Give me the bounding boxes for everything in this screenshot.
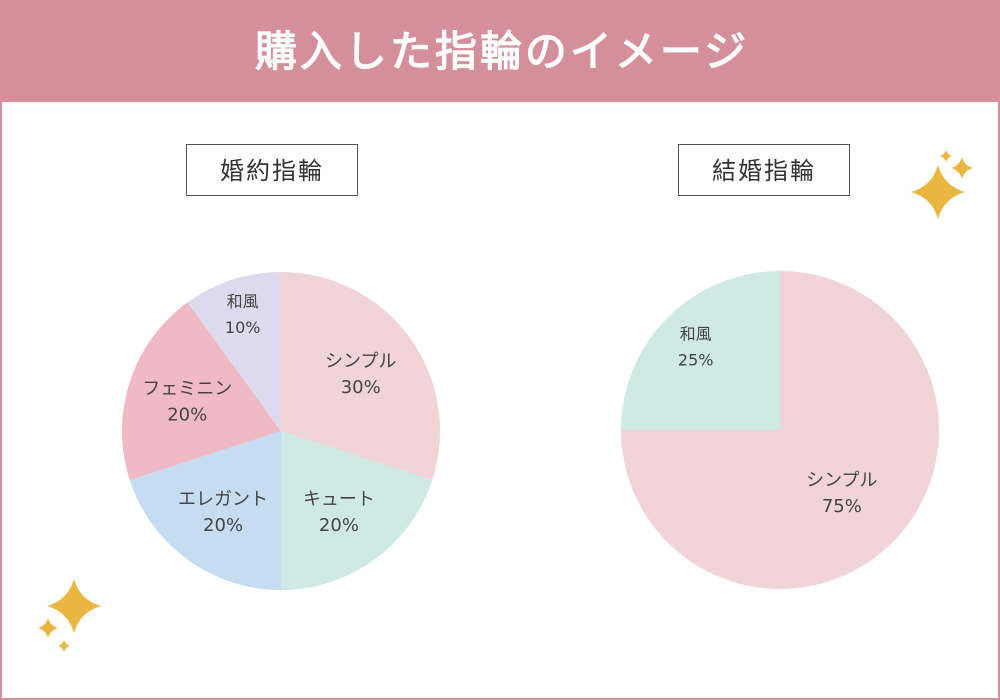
slice-percent-label: 20% [319,515,359,536]
slice-percent-label: 30% [341,377,381,398]
header-banner: 購入した指輪のイメージ [2,2,1000,102]
wedding-ring-chart-title: 結婚指輪 [678,144,850,196]
slice-percent-label: 20% [203,515,243,536]
sparkle-icon [940,150,952,162]
slice-category-label: 和風 [680,325,712,344]
slice-category-label: エレガント [178,489,268,510]
engagement-ring-pie: シンプル 30% キュート 20% エレガント 20% フェミニン 20% 和風 10% [121,272,441,590]
pie-slice [187,272,281,431]
sparkles-decoration [38,150,973,652]
sparkle-icon [58,640,70,652]
slice-category-label: キュート [303,489,375,510]
sparkle-icon [47,579,101,633]
slice-percent-label: 75% [822,496,862,517]
wedding-ring-pie: シンプル 75% 和風 25% [621,271,939,589]
sparkle-icon [38,618,58,638]
slice-category-label: 和風 [227,292,259,311]
engagement-ring-chart-title: 婚約指輪 [186,144,358,196]
sparkle-icon [951,157,973,179]
slice-percent-label: 25% [678,351,714,370]
pie-slice [121,302,281,481]
slice-category-label: シンプル [325,351,396,372]
pie-slice [129,431,281,590]
pie-slice [621,271,780,430]
slice-category-label: シンプル [806,470,877,491]
slice-percent-label: 10% [225,318,261,337]
pie-slice [281,272,441,481]
sparkle-icon [911,165,965,219]
slice-percent-label: 20% [167,405,207,426]
pie-slice [281,431,433,590]
slice-category-label: フェミニン [142,379,232,400]
page-title: 購入した指輪のイメージ [254,27,750,76]
